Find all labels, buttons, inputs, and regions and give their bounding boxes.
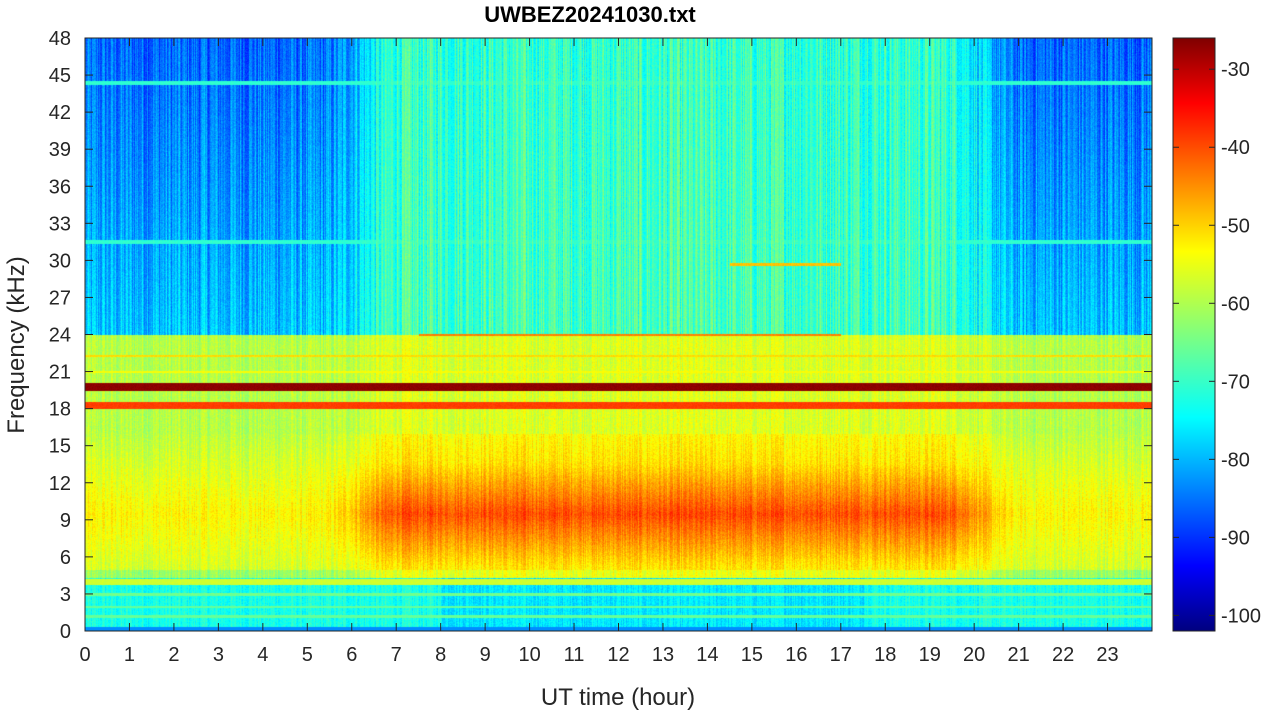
x-tick-label: 2 <box>168 644 179 666</box>
x-tick-label: 9 <box>480 644 491 666</box>
x-tick-label: 16 <box>785 644 807 666</box>
x-tick-label: 10 <box>518 644 540 666</box>
y-tick-label: 45 <box>49 65 71 87</box>
y-tick-label: 3 <box>60 584 71 606</box>
colorbar-frame <box>1172 37 1216 632</box>
x-tick-label: 4 <box>257 644 268 666</box>
x-tick-label: 22 <box>1052 644 1074 666</box>
x-tick-label: 12 <box>607 644 629 666</box>
x-axis-ticks: 0 1 2 3 4 5 6 7 8 9 10 11 12 13 14 15 16 17 18 19 20 21 22 23 <box>79 38 1119 666</box>
y-tick-label: 30 <box>49 250 71 272</box>
y-tick-label: 27 <box>49 287 71 309</box>
colorbar-tick-label: -40 <box>1221 137 1250 159</box>
y-tick-label: 9 <box>60 510 71 532</box>
x-tick-label: 1 <box>124 644 135 666</box>
y-tick-label: 36 <box>49 176 71 198</box>
chart-title: UWBEZ20241030.txt <box>484 2 696 27</box>
colorbar-tick-label: -50 <box>1221 215 1250 237</box>
colorbar-ticks: -30 -40 -50 -60 -70 -80 -90 -100 <box>1173 59 1261 627</box>
x-tick-label: 11 <box>564 644 585 666</box>
x-axis-label: UT time (hour) <box>541 684 695 711</box>
x-tick-label: 15 <box>741 644 763 666</box>
colorbar-tick-label: -100 <box>1221 605 1261 627</box>
colorbar-tick-label: -90 <box>1221 527 1250 549</box>
colorbar-tick-label: -60 <box>1221 293 1250 315</box>
colorbar: -30 -40 -50 -60 -70 -80 -90 -100 <box>1172 37 1261 632</box>
x-tick-label: 17 <box>830 644 852 666</box>
x-tick-label: 8 <box>435 644 446 666</box>
y-tick-label: 33 <box>49 213 71 235</box>
x-tick-label: 23 <box>1096 644 1118 666</box>
y-tick-label: 6 <box>60 547 71 569</box>
y-tick-label: 15 <box>49 436 71 458</box>
y-tick-label: 0 <box>60 621 71 643</box>
x-tick-label: 0 <box>79 644 90 666</box>
x-tick-label: 21 <box>1008 644 1030 666</box>
x-tick-label: 5 <box>302 644 313 666</box>
spectrogram-heatmap <box>85 38 1152 631</box>
y-axis-label: Frequency (kHz) <box>3 256 30 433</box>
x-tick-label: 6 <box>346 644 357 666</box>
x-tick-label: 7 <box>391 644 402 666</box>
y-tick-label: 42 <box>49 102 71 124</box>
x-tick-label: 14 <box>696 644 718 666</box>
y-tick-label: 12 <box>49 473 71 495</box>
plot-area <box>84 37 1153 632</box>
x-tick-label: 18 <box>874 644 896 666</box>
x-tick-label: 19 <box>919 644 941 666</box>
colorbar-tick-label: -80 <box>1221 449 1250 471</box>
y-tick-label: 48 <box>49 28 71 50</box>
colorbar-tick-label: -70 <box>1221 371 1250 393</box>
colorbar-gradient <box>1173 38 1215 631</box>
x-tick-label: 13 <box>652 644 674 666</box>
y-tick-label: 21 <box>49 362 71 384</box>
y-tick-label: 39 <box>49 139 71 161</box>
x-tick-label: 3 <box>213 644 224 666</box>
x-tick-label: 20 <box>963 644 985 666</box>
y-tick-label: 24 <box>49 325 71 347</box>
y-tick-label: 18 <box>49 399 71 421</box>
colorbar-tick-label: -30 <box>1221 59 1250 81</box>
